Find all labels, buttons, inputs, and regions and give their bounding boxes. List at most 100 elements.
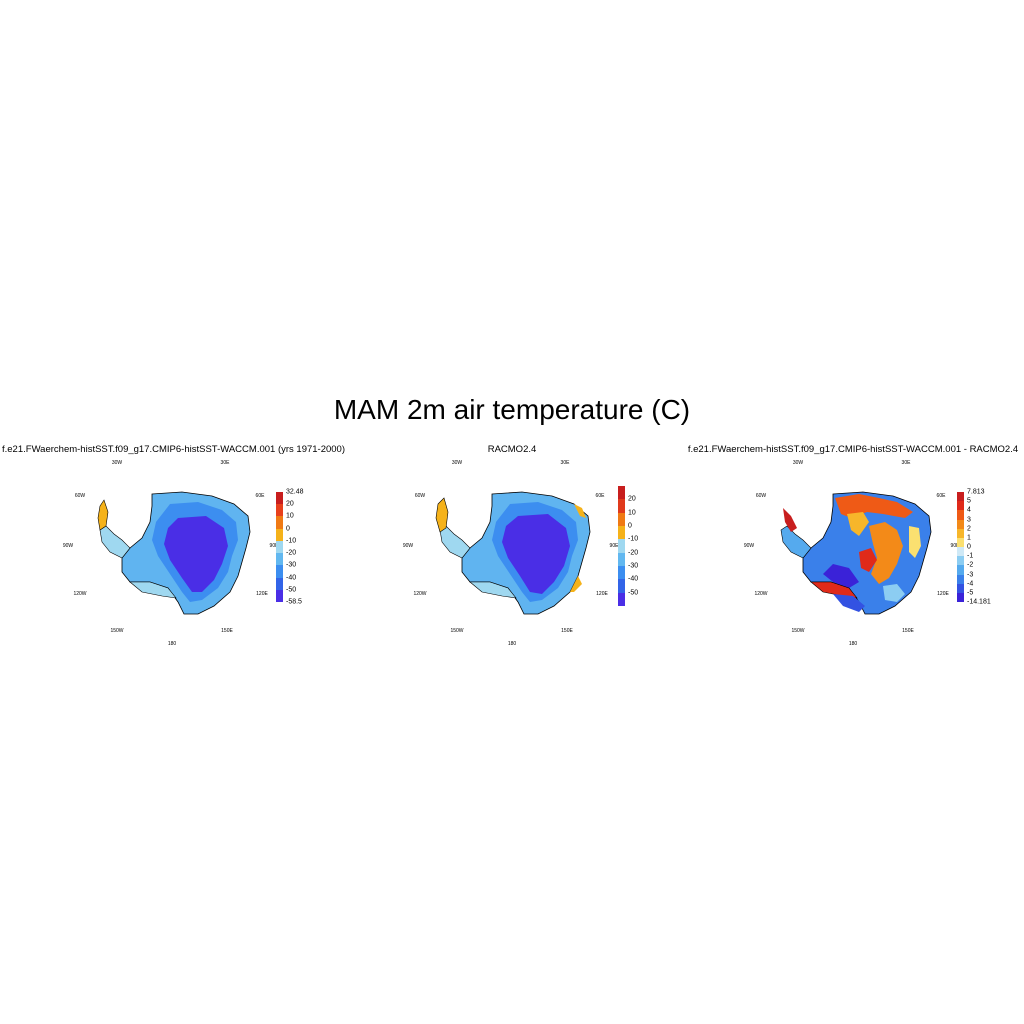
lon-label-150w: 150W — [110, 628, 124, 634]
lon-label-150e: 150E — [902, 628, 914, 634]
colorbar-label: 32.48 — [286, 488, 304, 496]
antarctica-map-diff — [780, 491, 932, 615]
colorbar-segment — [957, 501, 964, 511]
colorbar-segment — [957, 592, 964, 603]
lon-label-180: 180 — [167, 641, 177, 647]
colorbar-segment — [276, 540, 283, 554]
lon-label-60e: 60E — [255, 493, 265, 499]
colorbar-label: -30 — [286, 561, 297, 569]
lon-label-150e: 150E — [561, 628, 573, 634]
colorbar-segment — [276, 516, 283, 530]
colorbar-label: -2 — [967, 561, 974, 569]
colorbar-segment — [618, 552, 625, 567]
colorbar-segment — [957, 583, 964, 594]
colorbar-segment — [618, 566, 625, 580]
lon-label-90w: 90W — [402, 543, 414, 549]
lon-label-60w: 60W — [74, 493, 86, 499]
colorbar-obs: 20 10 0 -10 -20 -30 -40 -50 — [618, 486, 668, 607]
antarctica-map-model — [97, 491, 251, 615]
lon-label-120e: 120E — [937, 591, 949, 597]
colorbar-segment — [618, 539, 625, 554]
lon-label-120w: 120W — [754, 591, 768, 597]
colorbar-label: -50 — [628, 589, 639, 597]
colorbar-segment — [618, 579, 625, 594]
colorbar-label: -40 — [286, 574, 297, 582]
lon-label-150e: 150E — [221, 628, 233, 634]
lon-label-30e: 30E — [901, 460, 911, 466]
colorbar-label: 20 — [286, 500, 294, 508]
colorbar-label: 10 — [628, 509, 636, 517]
colorbar-label: 2 — [967, 525, 971, 533]
lon-label-120w: 120W — [73, 591, 87, 597]
colorbar-label: -58.5 — [286, 598, 302, 606]
panel-title: f.e21.FWaerchem-histSST.f09_g17.CMIP6-hi… — [687, 444, 1019, 455]
lon-label-60w: 60W — [755, 493, 767, 499]
lon-label-90e: 90E — [269, 543, 279, 549]
colorbar-segment — [618, 486, 625, 500]
colorbar-label: 5 — [967, 497, 971, 505]
colorbar-label: -3 — [967, 571, 974, 578]
colorbar-label: 0 — [967, 543, 971, 551]
colorbar-segment — [276, 528, 283, 542]
lon-label-60e: 60E — [595, 493, 605, 499]
lon-label-180: 180 — [507, 641, 517, 647]
panel-obs: RACMO2.4 30W 30E 60W 60E 90W 90E 120W 12… — [342, 444, 682, 654]
figure-title: MAM 2m air temperature (C) — [333, 394, 691, 425]
colorbar-label: 3 — [967, 516, 971, 523]
colorbar-segment — [957, 528, 964, 539]
lon-label-150w: 150W — [791, 628, 805, 634]
colorbar-segment — [957, 537, 964, 548]
colorbar-label: -40 — [628, 575, 639, 583]
colorbar-segment — [276, 577, 283, 591]
colorbar-segment — [276, 553, 283, 566]
antarctica-continent — [435, 491, 591, 615]
colorbar-segment — [618, 512, 625, 527]
colorbar-label: 7.813 — [967, 488, 985, 496]
colorbar-segment — [957, 519, 964, 530]
colorbar-segment — [618, 526, 625, 540]
colorbar-label: 20 — [628, 495, 636, 503]
colorbar-segment — [618, 592, 625, 607]
colorbar-diff: 7.813 5 4 3 2 1 0 -1 -2 -3 -4 -5 -14.181 — [957, 488, 1007, 606]
colorbar-label: 10 — [286, 512, 294, 520]
colorbar-segment — [957, 492, 964, 502]
colorbar-label: -10 — [286, 537, 297, 545]
colorbar-label: 4 — [967, 506, 971, 514]
lon-label-120e: 120E — [596, 591, 608, 597]
colorbar-label: -4 — [967, 580, 974, 588]
lon-label-90e: 90E — [609, 543, 619, 549]
colorbar-segment — [957, 574, 964, 585]
colorbar-segment — [276, 492, 283, 505]
colorbar-label: -30 — [628, 562, 639, 570]
colorbar-label: -1 — [967, 552, 974, 560]
lon-label-30e: 30E — [220, 460, 230, 466]
colorbar-segment — [957, 547, 964, 557]
colorbar-model: 32.48 20 10 0 -10 -20 -30 -40 -50 -58.5 — [276, 488, 326, 606]
colorbar-label: 1 — [967, 534, 971, 542]
lon-label-120w: 120W — [413, 591, 427, 597]
colorbar-segment — [957, 556, 964, 566]
colorbar-segment — [957, 565, 964, 575]
colorbar-segment — [276, 504, 283, 517]
panel-diff: f.e21.FWaerchem-histSST.f09_g17.CMIP6-hi… — [683, 444, 1023, 654]
colorbar-label: -10 — [628, 535, 639, 543]
lon-label-90e: 90E — [950, 543, 960, 549]
colorbar-segment — [618, 499, 625, 514]
colorbar-label: -5 — [967, 589, 974, 597]
colorbar-label: 0 — [286, 525, 290, 533]
antarctica-map-obs — [435, 491, 591, 615]
lon-label-120e: 120E — [256, 591, 268, 597]
colorbar-label: 0 — [628, 522, 632, 530]
lon-label-90w: 90W — [62, 543, 74, 549]
antarctica-continent — [780, 491, 932, 615]
lon-label-90w: 90W — [743, 543, 755, 549]
colorbar-label: -20 — [628, 549, 639, 557]
antarctica-continent — [97, 491, 251, 615]
colorbar-label: -50 — [286, 586, 297, 594]
colorbar-segment — [276, 565, 283, 579]
lon-label-30w: 30W — [451, 460, 463, 466]
colorbar-segment — [957, 510, 964, 520]
panel-model: f.e21.FWaerchem-histSST.f09_g17.CMIP6-hi… — [2, 444, 345, 654]
lon-label-30w: 30W — [111, 460, 123, 466]
lon-label-30w: 30W — [792, 460, 804, 466]
